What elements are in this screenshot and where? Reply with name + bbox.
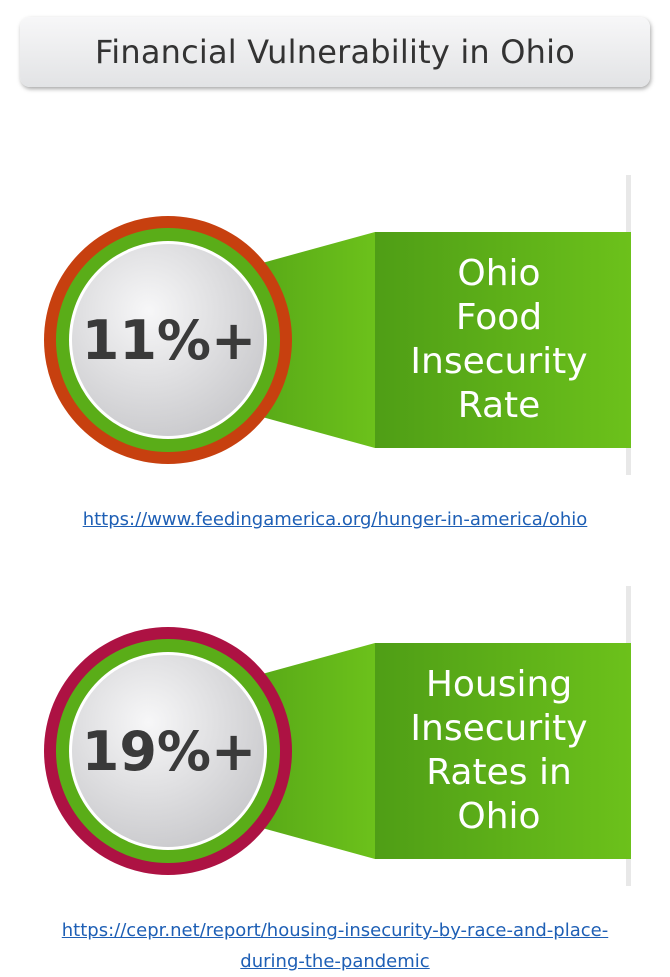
badge-disc — [72, 655, 264, 847]
stat-value: 19%+ — [81, 719, 257, 783]
label-box — [375, 643, 631, 859]
stat-label-line: Food — [455, 297, 543, 338]
stat-food-insecurity: 11%+ Ohio Food Insecurity Rate — [0, 175, 670, 475]
stat-housing-insecurity: 19%+ Housing Insecurity Rates in Ohio — [0, 586, 670, 886]
source-link-line[interactable]: during-the-pandemic — [240, 951, 430, 972]
stat-label-line: Insecurity — [410, 341, 588, 382]
source-link-line[interactable]: https://cepr.net/report/housing-insecuri… — [61, 920, 609, 941]
badge-disc — [72, 244, 264, 436]
stat-label: Ohio Food Insecurity Rate — [375, 232, 623, 448]
stat-label-line: Rates in — [426, 752, 572, 793]
stat-label: Housing Insecurity Rates in Ohio — [375, 643, 623, 859]
stat-label-line: Rate — [457, 385, 541, 426]
stat-label-line: Ohio — [457, 253, 541, 294]
page-title: Financial Vulnerability in Ohio — [94, 33, 576, 71]
stat-label-line: Housing — [425, 664, 573, 705]
stat-label-line: Insecurity — [410, 708, 588, 749]
source-link-housing[interactable]: https://cepr.net/report/housing-insecuri… — [0, 915, 670, 977]
title-banner: Financial Vulnerability in Ohio — [20, 17, 650, 87]
stat-value: 11%+ — [81, 308, 257, 372]
stat-graphic — [44, 175, 631, 475]
source-link-food[interactable]: https://www.feedingamerica.org/hunger-in… — [82, 509, 588, 530]
label-box — [375, 232, 631, 448]
stat-label-line: Ohio — [457, 796, 541, 837]
stat-graphic — [44, 586, 631, 886]
